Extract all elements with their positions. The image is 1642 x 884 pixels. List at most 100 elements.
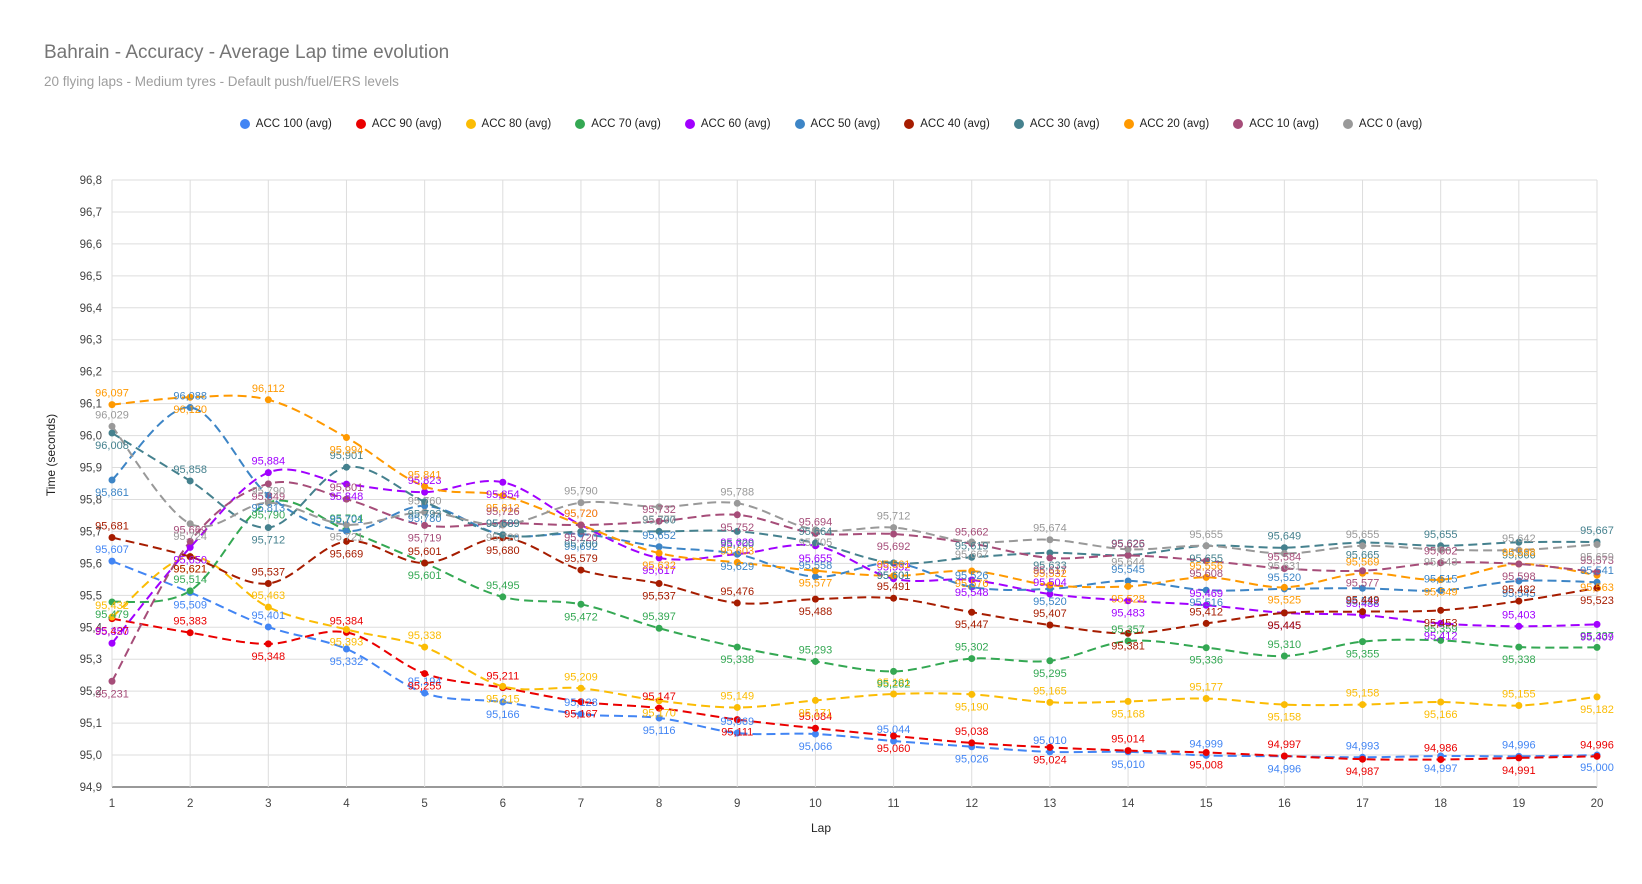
legend-label: ACC 100 (avg)	[255, 118, 332, 130]
data-label: 95,128	[564, 697, 598, 709]
legend-item-acc-80-avg[interactable]: ACC 80 (avg)	[465, 118, 551, 130]
data-label: 95,619	[955, 540, 989, 552]
data-label: 95,359	[1424, 623, 1458, 635]
data-label: 95,168	[1111, 708, 1145, 720]
data-label: 96,008	[95, 440, 129, 452]
data-point	[1280, 701, 1288, 709]
data-point	[499, 521, 507, 529]
legend-label: ACC 40 (avg)	[920, 118, 990, 130]
data-label: 95,438	[1346, 598, 1380, 610]
data-point	[264, 640, 272, 648]
y-tick-label: 95,0	[80, 750, 102, 762]
legend-item-acc-20-avg[interactable]: ACC 20 (avg)	[1123, 118, 1209, 130]
legend-item-acc-30-avg[interactable]: ACC 30 (avg)	[1013, 118, 1100, 130]
data-label: 95,514	[173, 574, 207, 586]
data-point	[421, 643, 429, 651]
data-point	[108, 613, 116, 621]
data-label: 95,472	[564, 611, 598, 623]
data-point	[1046, 536, 1054, 544]
data-label: 95,445	[1268, 620, 1302, 632]
legend-item-acc-60-avg[interactable]: ACC 60 (avg)	[684, 118, 771, 130]
x-tick-label: 4	[343, 798, 350, 810]
data-label: 95,642	[1502, 533, 1536, 545]
legend-marker	[794, 119, 805, 129]
data-point	[342, 645, 350, 653]
y-tick-label: 95,2	[80, 686, 102, 698]
data-label: 95,577	[1346, 578, 1380, 590]
data-label: 95,780	[408, 513, 442, 525]
y-tick-label: 96,7	[80, 207, 102, 219]
data-label: 95,664	[799, 526, 833, 538]
data-point	[655, 503, 663, 511]
data-label: 95,720	[564, 532, 598, 544]
data-label: 95,337	[1580, 630, 1614, 642]
data-point	[499, 682, 507, 690]
data-point	[342, 480, 350, 488]
data-label: 95,488	[799, 606, 833, 618]
data-point	[968, 690, 976, 698]
data-label: 95,014	[1111, 734, 1145, 746]
data-label: 95,191	[877, 677, 911, 689]
data-label: 95,692	[564, 541, 598, 553]
data-label: 95,069	[720, 716, 754, 728]
data-point	[577, 600, 585, 608]
data-point	[108, 677, 116, 685]
data-label: 95,823	[408, 475, 442, 487]
data-label: 95,662	[955, 527, 989, 539]
data-label: 95,625	[1111, 538, 1145, 550]
data-label: 95,295	[1033, 668, 1067, 680]
data-label: 95,849	[251, 491, 285, 503]
legend-item-acc-50-avg[interactable]: ACC 50 (avg)	[794, 118, 880, 130]
data-label: 95,689	[486, 518, 520, 530]
data-label: 94,991	[1502, 765, 1536, 777]
data-label: 95,177	[1189, 682, 1223, 694]
data-point	[577, 684, 585, 692]
data-point	[733, 511, 741, 519]
x-tick-label: 14	[1122, 798, 1135, 810]
data-label: 95,573	[1580, 555, 1614, 567]
data-point	[890, 559, 898, 567]
data-label: 95,617	[1033, 565, 1067, 577]
data-point	[421, 488, 429, 496]
data-point	[186, 543, 194, 551]
data-label: 95,166	[486, 709, 520, 721]
data-point	[890, 524, 898, 532]
data-point	[108, 476, 116, 484]
data-label: 95,463	[251, 590, 285, 602]
data-label: 95,171	[799, 707, 833, 719]
legend-item-acc-40-avg[interactable]: ACC 40 (avg)	[904, 118, 990, 130]
data-label: 95,520	[1033, 596, 1067, 608]
data-point	[186, 393, 194, 401]
data-point	[1280, 583, 1288, 591]
data-point	[264, 491, 272, 499]
data-point	[1124, 629, 1132, 637]
legend-marker	[355, 119, 366, 129]
data-label: 95,801	[330, 482, 364, 494]
data-point	[1359, 755, 1367, 763]
data-point	[890, 690, 898, 698]
data-point	[1437, 698, 1445, 706]
data-label: 95,381	[1111, 640, 1145, 652]
data-point	[186, 629, 194, 637]
data-label: 95,665	[1346, 550, 1380, 562]
data-label: 95,066	[799, 741, 833, 753]
data-label: 95,182	[1580, 704, 1614, 716]
data-label: 95,994	[330, 444, 364, 456]
data-point	[1515, 538, 1523, 546]
legend-item-acc-10-avg[interactable]: ACC 10 (avg)	[1233, 118, 1319, 130]
legend-item-acc-0-avg[interactable]: ACC 0 (avg)	[1342, 118, 1422, 130]
data-point	[1593, 578, 1601, 586]
data-point	[811, 526, 819, 534]
data-label: 95,432	[95, 600, 129, 612]
legend-item-acc-100-avg[interactable]: ACC 100 (avg)	[239, 118, 332, 130]
data-label: 95,655	[1189, 529, 1223, 541]
data-point	[1593, 584, 1601, 592]
data-labels: 95,607 95,509 95,401 95,332 95,194 95,166 95,1…	[95, 383, 1614, 778]
data-point	[968, 538, 976, 546]
data-label: 95,601	[877, 570, 911, 582]
data-label: 95,495	[486, 580, 520, 592]
data-label: 95,541	[1580, 565, 1614, 577]
data-point	[968, 583, 976, 591]
legend-item-acc-70-avg[interactable]: ACC 70 (avg)	[575, 118, 661, 130]
legend-item-acc-90-avg[interactable]: ACC 90 (avg)	[355, 118, 442, 130]
